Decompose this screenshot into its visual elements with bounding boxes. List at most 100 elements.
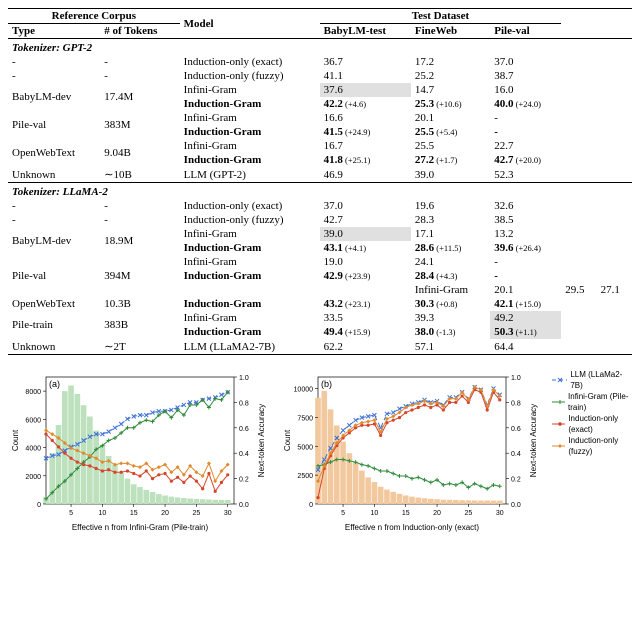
cell-type: Pile-val xyxy=(8,255,100,297)
table-row: Unknown∼2TLLM (LLaMA2-7B)62.257.164.4 xyxy=(8,339,632,355)
cell-model: Infini-Gram xyxy=(180,83,320,97)
table-row: --Induction-only (fuzzy)42.728.338.5 xyxy=(8,213,632,227)
cell-tokens: - xyxy=(100,69,179,83)
table-cell: 42.2 (+4.6) xyxy=(320,97,411,111)
col-ref-corpus: Reference Corpus xyxy=(8,9,180,24)
cell-type xyxy=(180,283,320,297)
table-cell: 40.0 (+24.0) xyxy=(490,97,561,111)
col-tokens: # of Tokens xyxy=(100,24,179,39)
table-cell: 43.1 (+4.1) xyxy=(320,241,411,255)
svg-text:Next-token Accuracy: Next-token Accuracy xyxy=(529,404,538,477)
table-row: OpenWebText9.04BInfini-Gram16.725.522.7 xyxy=(8,139,632,153)
table-cell: 38.0 (-1.3) xyxy=(411,325,490,339)
svg-text:5: 5 xyxy=(341,510,345,517)
cell-model: Induction-Gram xyxy=(180,269,320,283)
svg-text:Count: Count xyxy=(11,429,20,451)
svg-text:0.8: 0.8 xyxy=(511,400,521,407)
col-fineweb: FineWeb xyxy=(411,24,490,39)
svg-text:0.6: 0.6 xyxy=(511,426,521,433)
svg-text:4000: 4000 xyxy=(25,446,41,453)
legend-item: Induction-only (exact) xyxy=(552,413,632,435)
table-cell: 20.1 xyxy=(490,283,561,297)
cell-model: Induction-only (exact) xyxy=(180,199,320,213)
cell-model: LLM (LLaMA2-7B) xyxy=(180,339,320,355)
cell-model: Infini-Gram xyxy=(180,311,320,325)
col-type: Type xyxy=(8,24,100,39)
svg-text:15: 15 xyxy=(402,510,410,517)
table-cell: 39.6 (+26.4) xyxy=(490,241,561,255)
svg-text:10000: 10000 xyxy=(294,387,314,394)
table-cell: 57.1 xyxy=(411,339,490,355)
svg-text:0.0: 0.0 xyxy=(511,502,521,509)
cell-type: OpenWebText xyxy=(8,297,100,311)
table-cell: 25.5 (+5.4) xyxy=(411,125,490,139)
table-cell: 27.1 xyxy=(597,283,632,297)
col-pile: Pile-val xyxy=(490,24,561,39)
chart-legend: LLM (LLaMa2-7B)Infini-Gram (Pile-train)I… xyxy=(552,369,632,457)
table-cell: 49.2 xyxy=(490,311,561,325)
table-cell: 41.5 (+24.9) xyxy=(320,125,411,139)
cell-tokens: 383B xyxy=(100,311,179,339)
cell-tokens: 383M xyxy=(100,111,179,139)
table-cell: 39.3 xyxy=(411,311,490,325)
table-cell: 32.6 xyxy=(490,199,561,213)
cell-model: Infini-Gram xyxy=(180,227,320,241)
table-cell: 25.3 (+10.6) xyxy=(411,97,490,111)
table-cell: 39.0 xyxy=(411,167,490,183)
cell-model: Induction-Gram xyxy=(180,125,320,139)
col-babylm: BabyLM-test xyxy=(320,24,411,39)
svg-text:15: 15 xyxy=(130,510,138,517)
cell-model: Induction-Gram xyxy=(180,325,320,339)
cell-model: LLM (GPT-2) xyxy=(180,167,320,183)
cell-tokens: 394M xyxy=(100,255,179,297)
svg-text:8000: 8000 xyxy=(25,389,41,396)
table-cell: 29.5 xyxy=(561,283,596,297)
cell-type: BabyLM-dev xyxy=(8,227,100,255)
cell-tokens xyxy=(320,283,411,297)
cell-model: Induction-Gram xyxy=(180,153,320,167)
svg-text:7500: 7500 xyxy=(297,415,313,422)
table-cell: 17.1 xyxy=(411,227,490,241)
table-cell: 49.4 (+15.9) xyxy=(320,325,411,339)
table-cell: 42.7 (+20.0) xyxy=(490,153,561,167)
cell-type: Unknown xyxy=(8,167,100,183)
table-row: OpenWebText10.3BInduction-Gram43.2 (+23.… xyxy=(8,297,632,311)
cell-tokens: 10.3B xyxy=(100,297,179,311)
svg-text:0: 0 xyxy=(37,502,41,509)
table-cell: 28.3 xyxy=(411,213,490,227)
cell-tokens: - xyxy=(100,199,179,213)
table-row: BabyLM-dev17.4MInfini-Gram37.614.716.0 xyxy=(8,83,632,97)
legend-label: Induction-only (fuzzy) xyxy=(568,435,632,457)
cell-type: Unknown xyxy=(8,339,100,355)
table-row: Pile-train383BInfini-Gram33.539.349.2 xyxy=(8,311,632,325)
cell-type: Pile-val xyxy=(8,111,100,139)
svg-text:10: 10 xyxy=(371,510,379,517)
table-row: --Induction-only (fuzzy)41.125.238.7 xyxy=(8,69,632,83)
table-cell: - xyxy=(490,255,561,269)
table-cell: - xyxy=(490,269,561,283)
cell-model: Induction-Gram xyxy=(180,297,320,311)
svg-text:0.8: 0.8 xyxy=(239,400,249,407)
cell-type: - xyxy=(8,55,100,69)
table-cell: 30.3 (+0.8) xyxy=(411,297,490,311)
col-model: Model xyxy=(180,9,320,39)
table-cell: - xyxy=(490,111,561,125)
table-cell: 25.5 xyxy=(411,139,490,153)
svg-text:0.4: 0.4 xyxy=(511,451,521,458)
svg-text:25: 25 xyxy=(193,510,201,517)
table-row: --Induction-only (exact)36.717.237.0 xyxy=(8,55,632,69)
cell-tokens: - xyxy=(100,55,179,69)
svg-text:Count: Count xyxy=(283,429,292,451)
table-cell: 33.5 xyxy=(320,311,411,325)
svg-text:2000: 2000 xyxy=(25,474,41,481)
section-header: Tokenizer: LLaMA-2 xyxy=(8,183,561,200)
svg-text:(a): (a) xyxy=(49,379,60,389)
table-cell: 17.2 xyxy=(411,55,490,69)
table-row: Pile-val394MInfini-Gram19.024.1- xyxy=(8,255,632,269)
cell-type: - xyxy=(8,199,100,213)
svg-text:0.0: 0.0 xyxy=(239,502,249,509)
table-cell: 25.2 xyxy=(411,69,490,83)
table-cell: 52.3 xyxy=(490,167,561,183)
table-cell: 22.7 xyxy=(490,139,561,153)
table-cell: 37.0 xyxy=(320,199,411,213)
